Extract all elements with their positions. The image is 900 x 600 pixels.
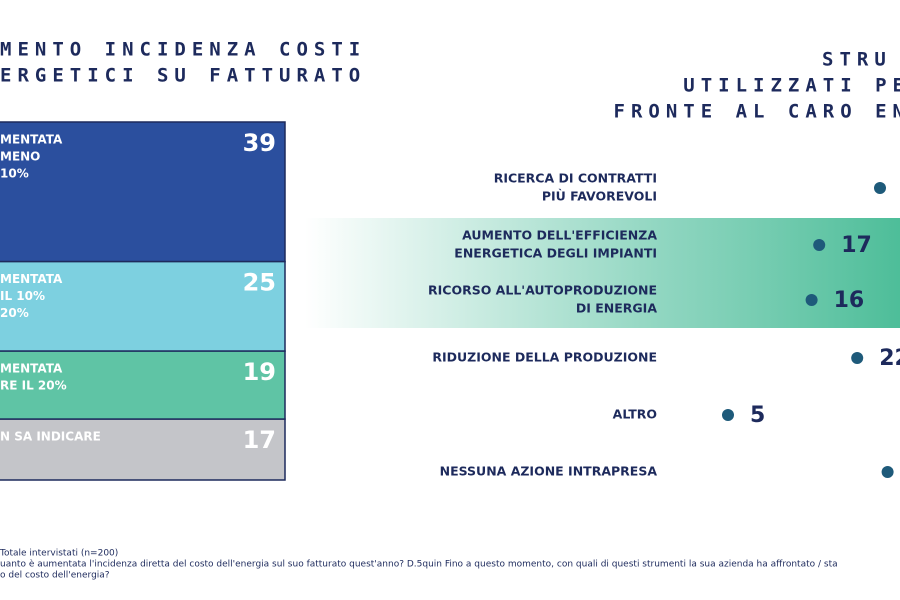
category-label: RICORSO ALL'AUTOPRODUZIONE <box>428 283 657 298</box>
segment-label: N SA INDICARE <box>0 430 101 444</box>
lollipop-dot <box>851 352 864 364</box>
segment-value: 39 <box>243 129 276 157</box>
block-segment <box>0 260 286 352</box>
category-label: ENERGETICA DEGLI IMPIANTI <box>454 246 657 261</box>
lollipop-dot <box>881 466 894 478</box>
category-label: RIDUZIONE DELLA PRODUZIONE <box>432 350 657 365</box>
segment-value: 17 <box>243 426 276 454</box>
segment-label: MENTATA <box>0 133 63 147</box>
chart-title: FRONTE AL CARO EN <box>614 101 900 123</box>
value-label: 5 <box>750 403 765 428</box>
lollipop-dot <box>813 239 826 251</box>
highlight-band <box>305 218 900 328</box>
chart-title: ERGETICI SU FATTURATO <box>0 65 366 87</box>
lollipop-dot <box>874 182 886 194</box>
chart-title: UTILIZZATI PE <box>683 75 900 97</box>
lollipop-dot <box>805 294 818 306</box>
footnote: o del costo dell'energia? <box>0 571 110 581</box>
segment-label: 20% <box>0 306 29 320</box>
footnote: Totale intervistati (n=200) <box>0 549 118 559</box>
category-label: RICERCA DI CONTRATTI <box>494 171 657 186</box>
value-label: 22 <box>879 346 900 371</box>
segment-label: MENTATA <box>0 362 63 376</box>
lollipop-dot <box>722 409 734 421</box>
segment-value: 19 <box>243 358 276 386</box>
segment-label: RE IL 20% <box>0 379 67 393</box>
chart-title: STRU <box>822 49 892 71</box>
segment-label: MENO <box>0 150 40 164</box>
category-label: NESSUNA AZIONE INTRAPRESA <box>440 464 658 479</box>
segment-value: 25 <box>243 269 276 297</box>
block-segment <box>0 350 286 420</box>
category-label: PIÙ FAVOREVOLI <box>542 189 657 204</box>
block-segment <box>0 121 286 263</box>
value-label: 17 <box>841 233 872 258</box>
segment-label: MENTATA <box>0 272 63 286</box>
chart-title: MENTO INCIDENZA COSTI <box>0 39 366 61</box>
segment-label: 10% <box>0 167 29 181</box>
value-label: 16 <box>834 288 865 313</box>
segment-label: IL 10% <box>0 289 45 303</box>
category-label: DI ENERGIA <box>576 301 657 316</box>
block-segment <box>0 418 286 481</box>
footnote: uanto è aumentata l'incidenza diretta de… <box>0 559 838 570</box>
category-label: ALTRO <box>613 407 657 422</box>
category-label: AUMENTO DELL'EFFICIENZA <box>462 228 657 243</box>
